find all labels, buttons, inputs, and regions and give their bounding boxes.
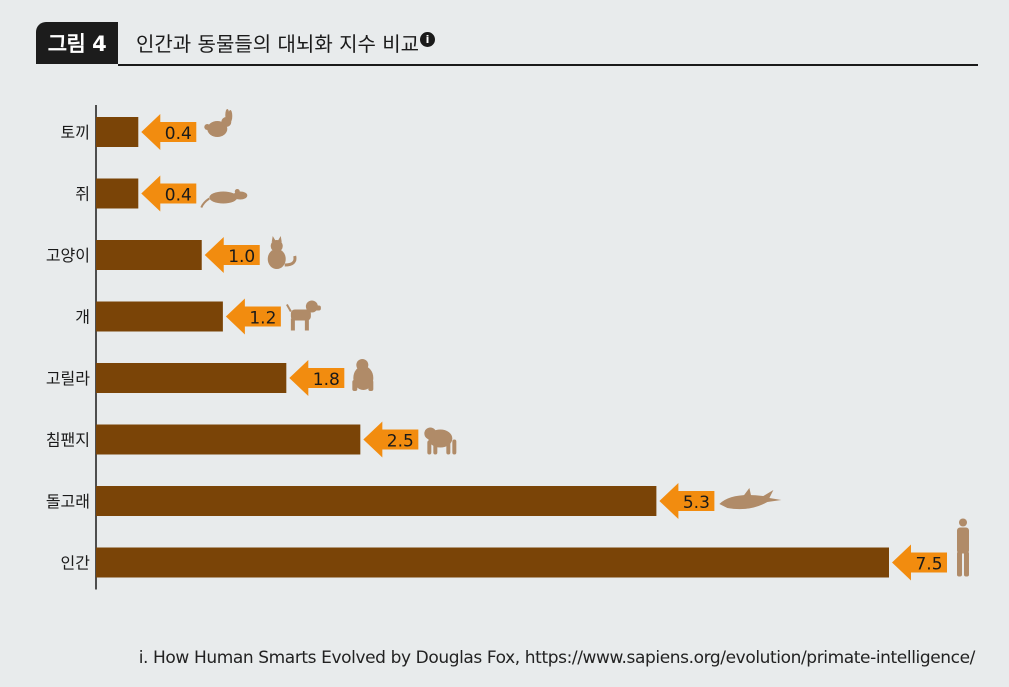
chimpanzee-icon [424,427,457,455]
category-label: 쥐 [75,185,90,204]
category-label: 돌고래 [46,492,90,511]
footnote-marker-icon: i [420,32,436,47]
category-label: 개 [75,308,90,327]
figure-header: 그림 4 인간과 동물들의 대뇌화 지수 비교 i [36,22,978,66]
chart-title-text: 인간과 동물들의 대뇌화 지수 비교 [136,32,420,56]
bar [96,486,657,516]
rat-icon [200,189,248,208]
value-arrow [204,237,260,273]
data-label: 1.2 [249,309,276,329]
value-arrow [659,483,715,519]
category-label: 인간 [61,554,91,573]
bar [96,117,139,147]
bar [96,178,139,209]
data-label: 5.3 [683,493,710,513]
data-label: 2.5 [387,432,414,452]
category-label: 고양이 [46,246,90,265]
human-icon [957,518,969,577]
bar [96,301,223,332]
data-label: 1.0 [228,247,255,267]
value-arrow [892,544,947,581]
bar [96,240,202,270]
data-label: 0.4 [165,186,192,206]
category-label: 침팬지 [46,431,90,450]
chart-title: 인간과 동물들의 대뇌화 지수 비교 i [136,28,436,57]
bar-chart: 토끼 0.4 쥐 0.4 고양이 1.0 개 1.2 고릴라 1.8 침팬지 2.5 돌고래 5.3 인간 7… [46,105,969,590]
category-label: 토끼 [61,123,90,142]
value-arrow [363,421,419,458]
data-label: 7.5 [915,555,942,575]
dolphin-icon [719,488,782,510]
footnote: i. How Human Smarts Evolved by Douglas F… [138,648,976,668]
value-arrow [289,360,345,396]
category-label: 고릴라 [46,369,90,388]
value-arrow [141,175,197,212]
gorilla-icon [352,359,374,391]
figure-number-badge: 그림 4 [36,22,118,64]
dog-icon [286,300,321,331]
value-arrow [225,298,281,335]
data-label: 0.4 [165,124,192,144]
cat-icon [267,236,297,269]
header-rule [118,64,978,66]
bar [96,424,361,455]
bar [96,547,889,578]
value-arrow [141,114,197,150]
rabbit-icon [204,109,233,137]
data-label: 1.8 [313,370,340,390]
bar [96,363,287,393]
